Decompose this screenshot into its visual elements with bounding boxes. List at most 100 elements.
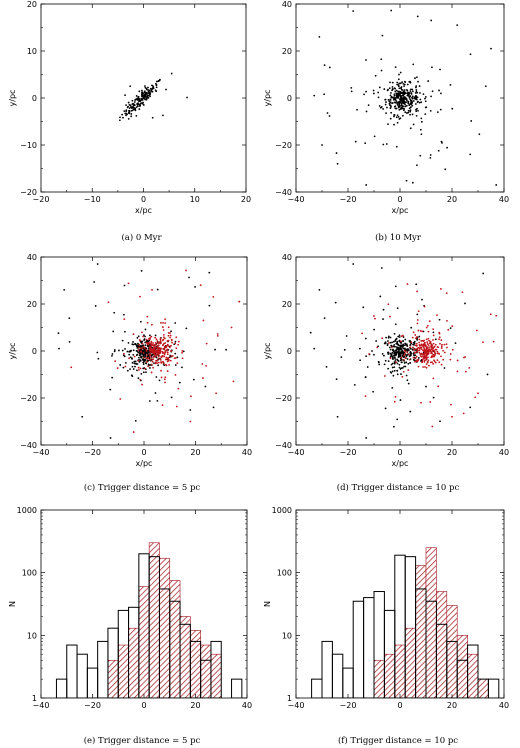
data-point bbox=[205, 342, 208, 345]
data-point bbox=[112, 330, 115, 333]
data-point bbox=[432, 354, 434, 356]
data-point bbox=[181, 349, 184, 352]
data-point bbox=[145, 97, 148, 100]
data-point bbox=[438, 361, 441, 364]
data-point bbox=[417, 100, 419, 103]
data-point bbox=[328, 66, 331, 69]
data-point bbox=[170, 72, 173, 75]
data-point bbox=[131, 99, 134, 102]
data-point bbox=[391, 362, 394, 365]
data-point bbox=[401, 81, 404, 84]
y-tick-label: −20 bbox=[275, 141, 292, 150]
data-point bbox=[395, 89, 398, 92]
data-point bbox=[393, 400, 396, 403]
data-point bbox=[374, 74, 377, 77]
data-point bbox=[139, 100, 142, 103]
data-point bbox=[411, 101, 413, 104]
data-point bbox=[124, 330, 126, 333]
data-point bbox=[413, 97, 416, 100]
x-axis-label: x/pc bbox=[392, 459, 409, 468]
data-point bbox=[486, 373, 489, 376]
data-point bbox=[70, 366, 73, 369]
x-axis-label: x/pc bbox=[136, 459, 153, 468]
panel-caption: (e) Trigger distance = 5 pc bbox=[84, 735, 201, 746]
data-point bbox=[412, 331, 415, 334]
data-point bbox=[382, 308, 385, 311]
data-point bbox=[323, 93, 326, 96]
data-point bbox=[68, 341, 71, 343]
data-point bbox=[391, 96, 393, 99]
data-point bbox=[155, 349, 158, 352]
data-point bbox=[401, 98, 403, 101]
data-point bbox=[435, 348, 438, 351]
data-point bbox=[152, 366, 155, 369]
data-point bbox=[407, 100, 409, 103]
data-point bbox=[343, 348, 346, 351]
data-point bbox=[407, 382, 410, 385]
data-point bbox=[399, 95, 402, 98]
data-point bbox=[461, 291, 464, 294]
data-point bbox=[420, 120, 423, 123]
data-point bbox=[166, 353, 169, 356]
data-point bbox=[164, 337, 166, 340]
data-point bbox=[426, 361, 429, 363]
data-point bbox=[421, 359, 424, 361]
data-point bbox=[162, 343, 165, 346]
data-point bbox=[427, 359, 430, 362]
y-tick-label: 0 bbox=[287, 347, 292, 356]
data-point bbox=[409, 351, 412, 353]
data-point bbox=[397, 84, 400, 86]
data-point bbox=[440, 355, 442, 358]
x-tick-label: 0 bbox=[397, 195, 402, 204]
data-point bbox=[427, 344, 430, 347]
data-point bbox=[409, 88, 412, 91]
data-point bbox=[167, 334, 170, 337]
data-point bbox=[451, 107, 454, 110]
data-point bbox=[424, 365, 426, 368]
data-point bbox=[165, 356, 168, 359]
data-point bbox=[394, 66, 397, 69]
data-point bbox=[390, 371, 393, 374]
data-point bbox=[393, 94, 396, 97]
data-point bbox=[415, 88, 418, 91]
data-point bbox=[391, 86, 394, 88]
data-point bbox=[424, 96, 427, 98]
data-point bbox=[141, 342, 144, 345]
data-point bbox=[402, 93, 404, 95]
y-axis-label: y/pc bbox=[263, 343, 272, 360]
data-point bbox=[424, 113, 427, 116]
data-point bbox=[513, 323, 515, 325]
data-point bbox=[169, 336, 171, 339]
data-point bbox=[417, 80, 419, 83]
data-point bbox=[390, 9, 393, 12]
data-point bbox=[185, 327, 188, 330]
data-point bbox=[150, 344, 153, 347]
data-point bbox=[406, 379, 409, 382]
hatched-bar bbox=[128, 627, 140, 698]
data-point bbox=[395, 351, 398, 353]
data-point bbox=[432, 349, 435, 352]
data-point bbox=[123, 318, 126, 321]
data-point bbox=[162, 362, 165, 364]
data-point bbox=[138, 108, 141, 110]
outline-bar bbox=[342, 667, 354, 698]
data-point bbox=[156, 345, 159, 347]
data-point bbox=[403, 89, 406, 91]
data-point bbox=[389, 336, 392, 339]
data-point bbox=[380, 58, 383, 61]
data-point bbox=[138, 346, 140, 349]
data-point bbox=[192, 378, 195, 381]
data-point bbox=[451, 325, 454, 328]
data-point bbox=[442, 358, 445, 361]
data-point bbox=[430, 347, 433, 349]
data-point bbox=[428, 339, 431, 342]
panel-a: −20 −10 0 10 20 −20 −10 0 10 20 x/pc y/pc (a) 0 Myr bbox=[8, 0, 251, 243]
data-point bbox=[437, 385, 440, 388]
data-point bbox=[414, 361, 416, 363]
data-point bbox=[185, 269, 187, 272]
data-point bbox=[135, 362, 137, 365]
data-point bbox=[429, 154, 432, 156]
data-point bbox=[390, 354, 393, 357]
data-point bbox=[156, 399, 159, 402]
data-point bbox=[440, 363, 443, 366]
